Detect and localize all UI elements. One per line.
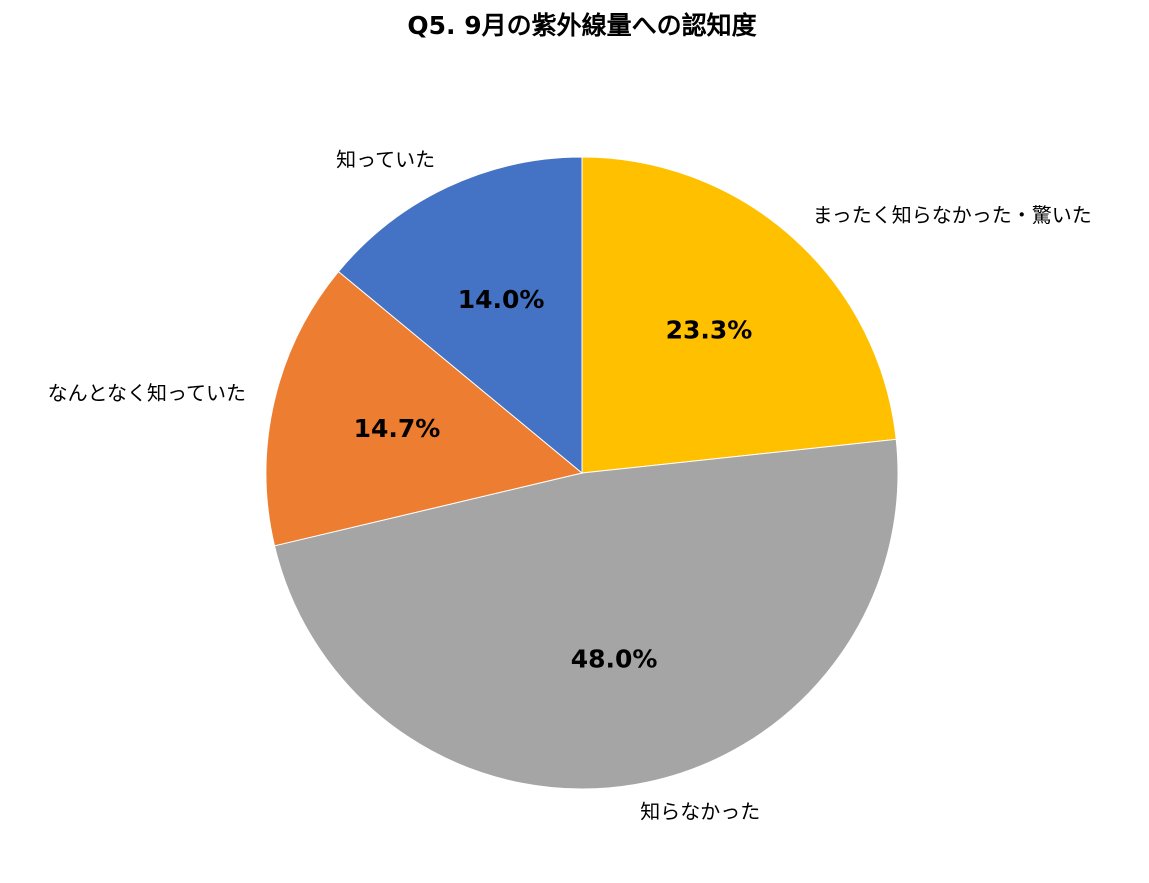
value-label: 14.7% (354, 414, 441, 443)
pie-slice (265, 270, 584, 547)
pie-slice (273, 438, 899, 790)
pie-slice (581, 156, 897, 474)
value-label: 23.3% (666, 316, 753, 345)
category-label: 知っていた (336, 147, 435, 171)
value-label: 48.0% (571, 644, 658, 673)
pie-slice (337, 156, 583, 475)
value-label: 14.0% (458, 285, 545, 314)
chart-title: Q5. 9月の紫外線量への認知度 (407, 11, 756, 40)
category-label: なんとなく知っていた (48, 381, 246, 405)
category-label: 知らなかった (640, 800, 760, 824)
category-label: まったく知らなかった・驚いた (813, 203, 1092, 227)
